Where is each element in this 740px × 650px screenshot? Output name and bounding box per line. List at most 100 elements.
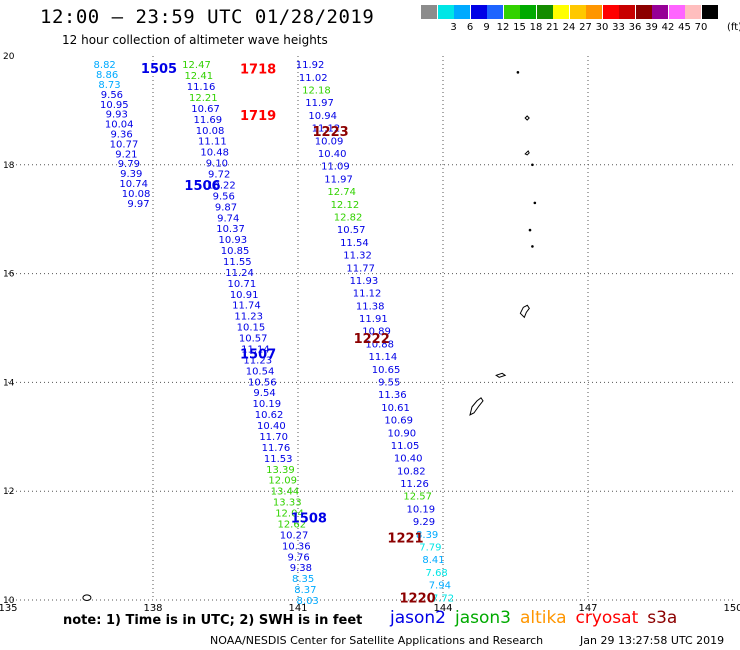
- swh-label: 9.97: [127, 199, 149, 210]
- color-scale-label: 18: [529, 22, 543, 33]
- lon-tick-label: 135: [0, 603, 18, 614]
- color-scale-label: 12: [496, 22, 510, 33]
- color-scale-swatch: [487, 5, 503, 19]
- swh-label: 11.53: [264, 454, 293, 465]
- swh-label: 11.23: [243, 355, 272, 366]
- swh-label: 11.36: [378, 390, 407, 401]
- color-scale-label: 3: [450, 22, 457, 33]
- swh-label: 8.37: [294, 585, 316, 596]
- color-scale-swatch: [454, 5, 470, 19]
- swh-label: 12.62: [277, 519, 306, 530]
- color-scale-units: (ft): [727, 22, 740, 33]
- swh-label: 9.55: [378, 377, 400, 388]
- swh-label: 11.93: [350, 276, 379, 287]
- swh-label: 10.08: [122, 189, 151, 200]
- swh-label: 7.72: [432, 593, 454, 604]
- swh-label: 11.69: [194, 115, 223, 126]
- footer-note: note: 1) Time is in UTC; 2) SWH is in fe…: [63, 613, 363, 628]
- lat-tick-label: 14: [3, 378, 15, 388]
- swh-label: 13.33: [273, 498, 302, 509]
- swh-label: 8.86: [96, 70, 118, 81]
- lon-tick-label: 150: [723, 603, 740, 614]
- swh-label: 10.93: [218, 235, 247, 246]
- swh-label: 12.57: [403, 492, 432, 503]
- island-outline-saipan: [519, 304, 530, 319]
- swh-label: 9.54: [253, 388, 275, 399]
- swh-label: 12.04: [275, 509, 304, 520]
- swh-label: 10.15: [237, 323, 266, 334]
- footer-timestamp: Jan 29 13:27:58 UTC 2019: [580, 634, 725, 647]
- swh-label: 11.92: [296, 60, 325, 71]
- color-scale-swatch: [503, 5, 520, 19]
- swh-label: 10.08: [196, 126, 225, 137]
- swh-label: 11.14: [369, 352, 398, 363]
- swh-label: 11.97: [324, 174, 353, 185]
- swh-label: 11.23: [234, 312, 263, 323]
- swh-label: 11.55: [223, 257, 252, 268]
- swh-label: 11.76: [262, 443, 291, 454]
- color-scale-swatch: [421, 5, 437, 19]
- island-dot: [533, 201, 537, 205]
- pass-time-label: 1223: [313, 125, 349, 140]
- color-scale-swatch: [668, 5, 685, 19]
- swh-label: 10.40: [394, 454, 423, 465]
- swh-label: 10.94: [308, 111, 337, 122]
- pass-time-label: 1719: [240, 109, 276, 124]
- color-scale-label: 45: [678, 22, 691, 33]
- legend-cryosat: cryosat: [575, 608, 639, 628]
- swh-label: 10.57: [239, 334, 268, 345]
- swh-label: 11.24: [225, 268, 254, 279]
- swh-label: 11.38: [356, 301, 385, 312]
- island-dot: [516, 71, 520, 74]
- pass-time-label: 1221: [387, 531, 423, 546]
- color-scale-swatch: [586, 5, 602, 19]
- lon-tick-label: 147: [578, 603, 597, 614]
- lon-tick-label: 144: [433, 603, 452, 614]
- color-scale-label: 70: [694, 22, 708, 33]
- swh-label: 10.95: [100, 100, 129, 111]
- swh-label: 11.97: [305, 98, 334, 109]
- satellite-legend: jason2 jason3 altika cryosat s3a: [390, 608, 686, 628]
- swh-label: 10.61: [381, 403, 410, 414]
- swh-label: 10.71: [228, 279, 257, 290]
- swh-label: 9.74: [217, 213, 239, 224]
- color-scale-swatch: [569, 5, 586, 19]
- swh-label: 9.76: [287, 552, 309, 563]
- color-scale-label: 33: [612, 22, 625, 33]
- island-outline-guam: [469, 397, 484, 416]
- swh-label: 11.54: [340, 238, 369, 249]
- swh-label: 10.90: [388, 428, 417, 439]
- swh-label: 9.93: [106, 110, 128, 121]
- swh-label: 10.91: [230, 290, 259, 301]
- swh-label: 11.12: [312, 124, 341, 135]
- lat-tick-label: 16: [3, 270, 15, 280]
- swh-label: 8.35: [292, 574, 314, 585]
- swh-label: 11.74: [232, 301, 261, 312]
- swh-label: 10.74: [119, 179, 148, 190]
- color-scale-label: 36: [628, 22, 642, 33]
- swh-label: 10.88: [365, 339, 394, 350]
- swh-label: 11.12: [353, 289, 382, 300]
- island-outline: [524, 150, 530, 156]
- color-scale-label: 42: [661, 22, 675, 33]
- swh-label: 10.65: [372, 365, 401, 376]
- footer-credit: NOAA/NESDIS Center for Satellite Applica…: [210, 634, 544, 647]
- swh-label: 10.27: [280, 530, 309, 541]
- swh-label: 9.87: [215, 202, 237, 213]
- island-dot: [531, 245, 534, 248]
- swh-label: 11.77: [346, 263, 375, 274]
- lat-tick-label: 12: [3, 487, 14, 497]
- color-scale-swatch: [652, 5, 668, 19]
- color-scale-swatch: [685, 5, 701, 19]
- swh-label: 9.29: [413, 517, 435, 528]
- swh-label: 11.14: [241, 344, 270, 355]
- swh-label: 10.40: [257, 421, 286, 432]
- swh-label: 11.11: [198, 137, 227, 148]
- legend-jason3: jason3: [455, 608, 511, 628]
- island-outline-rota: [495, 372, 507, 378]
- swh-label: 11.70: [259, 432, 288, 443]
- pass-time-label: 1222: [354, 332, 390, 347]
- swh-label: 10.57: [337, 225, 366, 236]
- swh-label: 9.56: [213, 191, 235, 202]
